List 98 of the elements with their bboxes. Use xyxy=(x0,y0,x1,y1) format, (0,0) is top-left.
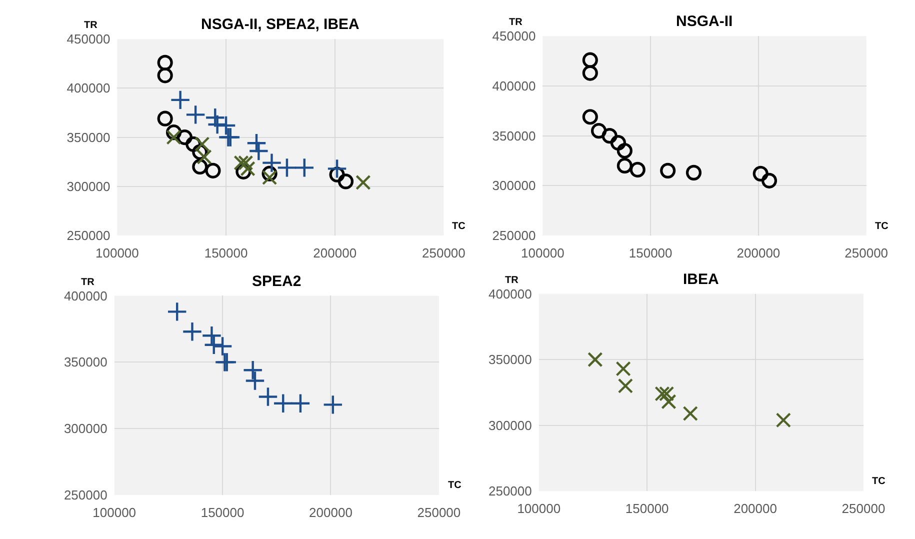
point xyxy=(618,378,634,394)
x-tick-label: 250000 xyxy=(844,245,888,260)
point xyxy=(588,352,603,368)
y-tick-label: 350000 xyxy=(492,128,536,144)
point xyxy=(326,158,348,179)
x-axis-title: TC xyxy=(872,476,886,487)
y-tick-label: 350000 xyxy=(66,130,110,145)
point xyxy=(582,52,598,68)
point xyxy=(776,412,792,428)
y-tick-label: 250000 xyxy=(488,484,532,499)
x-tick-label: 250000 xyxy=(417,505,461,520)
point xyxy=(322,394,344,415)
y-tick-label: 250000 xyxy=(492,228,536,244)
point xyxy=(157,110,173,126)
point xyxy=(616,142,632,159)
point xyxy=(654,386,670,402)
x-axis-title: TC xyxy=(452,221,466,232)
point xyxy=(176,129,192,146)
y-axis-title: TR xyxy=(509,17,524,28)
y-tick-label: 400000 xyxy=(66,80,110,96)
y-tick-label: 450000 xyxy=(66,32,110,47)
point xyxy=(682,406,698,422)
y-tick-label: 400000 xyxy=(64,288,108,304)
x-tick-label: 200000 xyxy=(736,245,780,260)
point xyxy=(262,170,278,186)
point xyxy=(658,386,674,402)
point xyxy=(170,90,191,110)
chart-title: SPEA2 xyxy=(252,273,302,290)
point xyxy=(185,104,206,125)
y-tick-label: 250000 xyxy=(66,228,110,244)
x-tick-label: 100000 xyxy=(521,245,564,260)
point xyxy=(276,158,298,178)
y-tick-label: 300000 xyxy=(492,178,536,194)
point xyxy=(660,162,676,178)
point xyxy=(582,65,598,81)
point xyxy=(262,152,282,173)
y-tick-label: 400000 xyxy=(492,78,536,94)
x-tick-label: 100000 xyxy=(517,501,561,516)
x-tick-label: 100000 xyxy=(92,505,136,520)
point xyxy=(248,140,269,162)
point xyxy=(294,158,315,178)
point xyxy=(240,161,256,176)
x-axis-title: TC xyxy=(875,221,888,232)
point xyxy=(338,174,354,190)
point xyxy=(246,132,267,154)
point xyxy=(238,155,254,170)
point xyxy=(272,393,294,414)
point xyxy=(686,164,702,180)
chart-title: NSGA-II xyxy=(676,13,733,30)
point xyxy=(192,158,208,175)
x-tick-label: 200000 xyxy=(313,245,357,260)
point xyxy=(182,321,202,342)
point xyxy=(602,128,618,144)
point xyxy=(166,301,188,322)
point xyxy=(234,155,249,170)
x-tick-label: 100000 xyxy=(95,245,139,260)
point xyxy=(761,172,778,188)
x-tick-label: 150000 xyxy=(628,245,672,260)
y-tick-label: 350000 xyxy=(64,354,108,370)
point xyxy=(205,162,221,178)
x-tick-label: 200000 xyxy=(309,505,352,520)
chart-title: IBEA xyxy=(683,271,720,288)
y-tick-label: 450000 xyxy=(492,28,536,44)
point xyxy=(582,109,598,125)
chart-title: NSGA-II, SPEA2, IBEA xyxy=(201,16,360,33)
point xyxy=(610,134,626,151)
point xyxy=(630,162,646,178)
point xyxy=(661,394,676,410)
x-tick-label: 150000 xyxy=(200,505,244,520)
y-tick-label: 350000 xyxy=(488,352,532,368)
x-tick-label: 150000 xyxy=(204,245,248,260)
y-axis-title: TR xyxy=(505,275,520,286)
point xyxy=(616,361,631,376)
x-tick-label: 250000 xyxy=(842,501,886,516)
point xyxy=(194,136,210,152)
y-tick-label: 400000 xyxy=(488,286,532,302)
point xyxy=(157,54,173,70)
point xyxy=(244,370,266,391)
x-axis-title: TC xyxy=(448,480,462,491)
point xyxy=(196,149,212,165)
x-tick-label: 250000 xyxy=(422,245,466,260)
y-tick-label: 300000 xyxy=(66,178,110,194)
point xyxy=(752,166,768,182)
point xyxy=(591,123,607,139)
point xyxy=(290,393,311,414)
point xyxy=(157,68,173,84)
y-tick-label: 300000 xyxy=(488,418,532,433)
y-tick-label: 300000 xyxy=(64,421,108,436)
x-tick-label: 150000 xyxy=(625,501,669,516)
x-tick-label: 200000 xyxy=(734,501,777,516)
point xyxy=(166,130,182,145)
point xyxy=(242,360,264,380)
y-tick-label: 250000 xyxy=(64,488,108,503)
point xyxy=(258,386,278,407)
y-axis-title: TR xyxy=(81,277,96,288)
point xyxy=(616,158,632,174)
y-axis-title: TR xyxy=(84,20,98,31)
point xyxy=(356,174,371,190)
